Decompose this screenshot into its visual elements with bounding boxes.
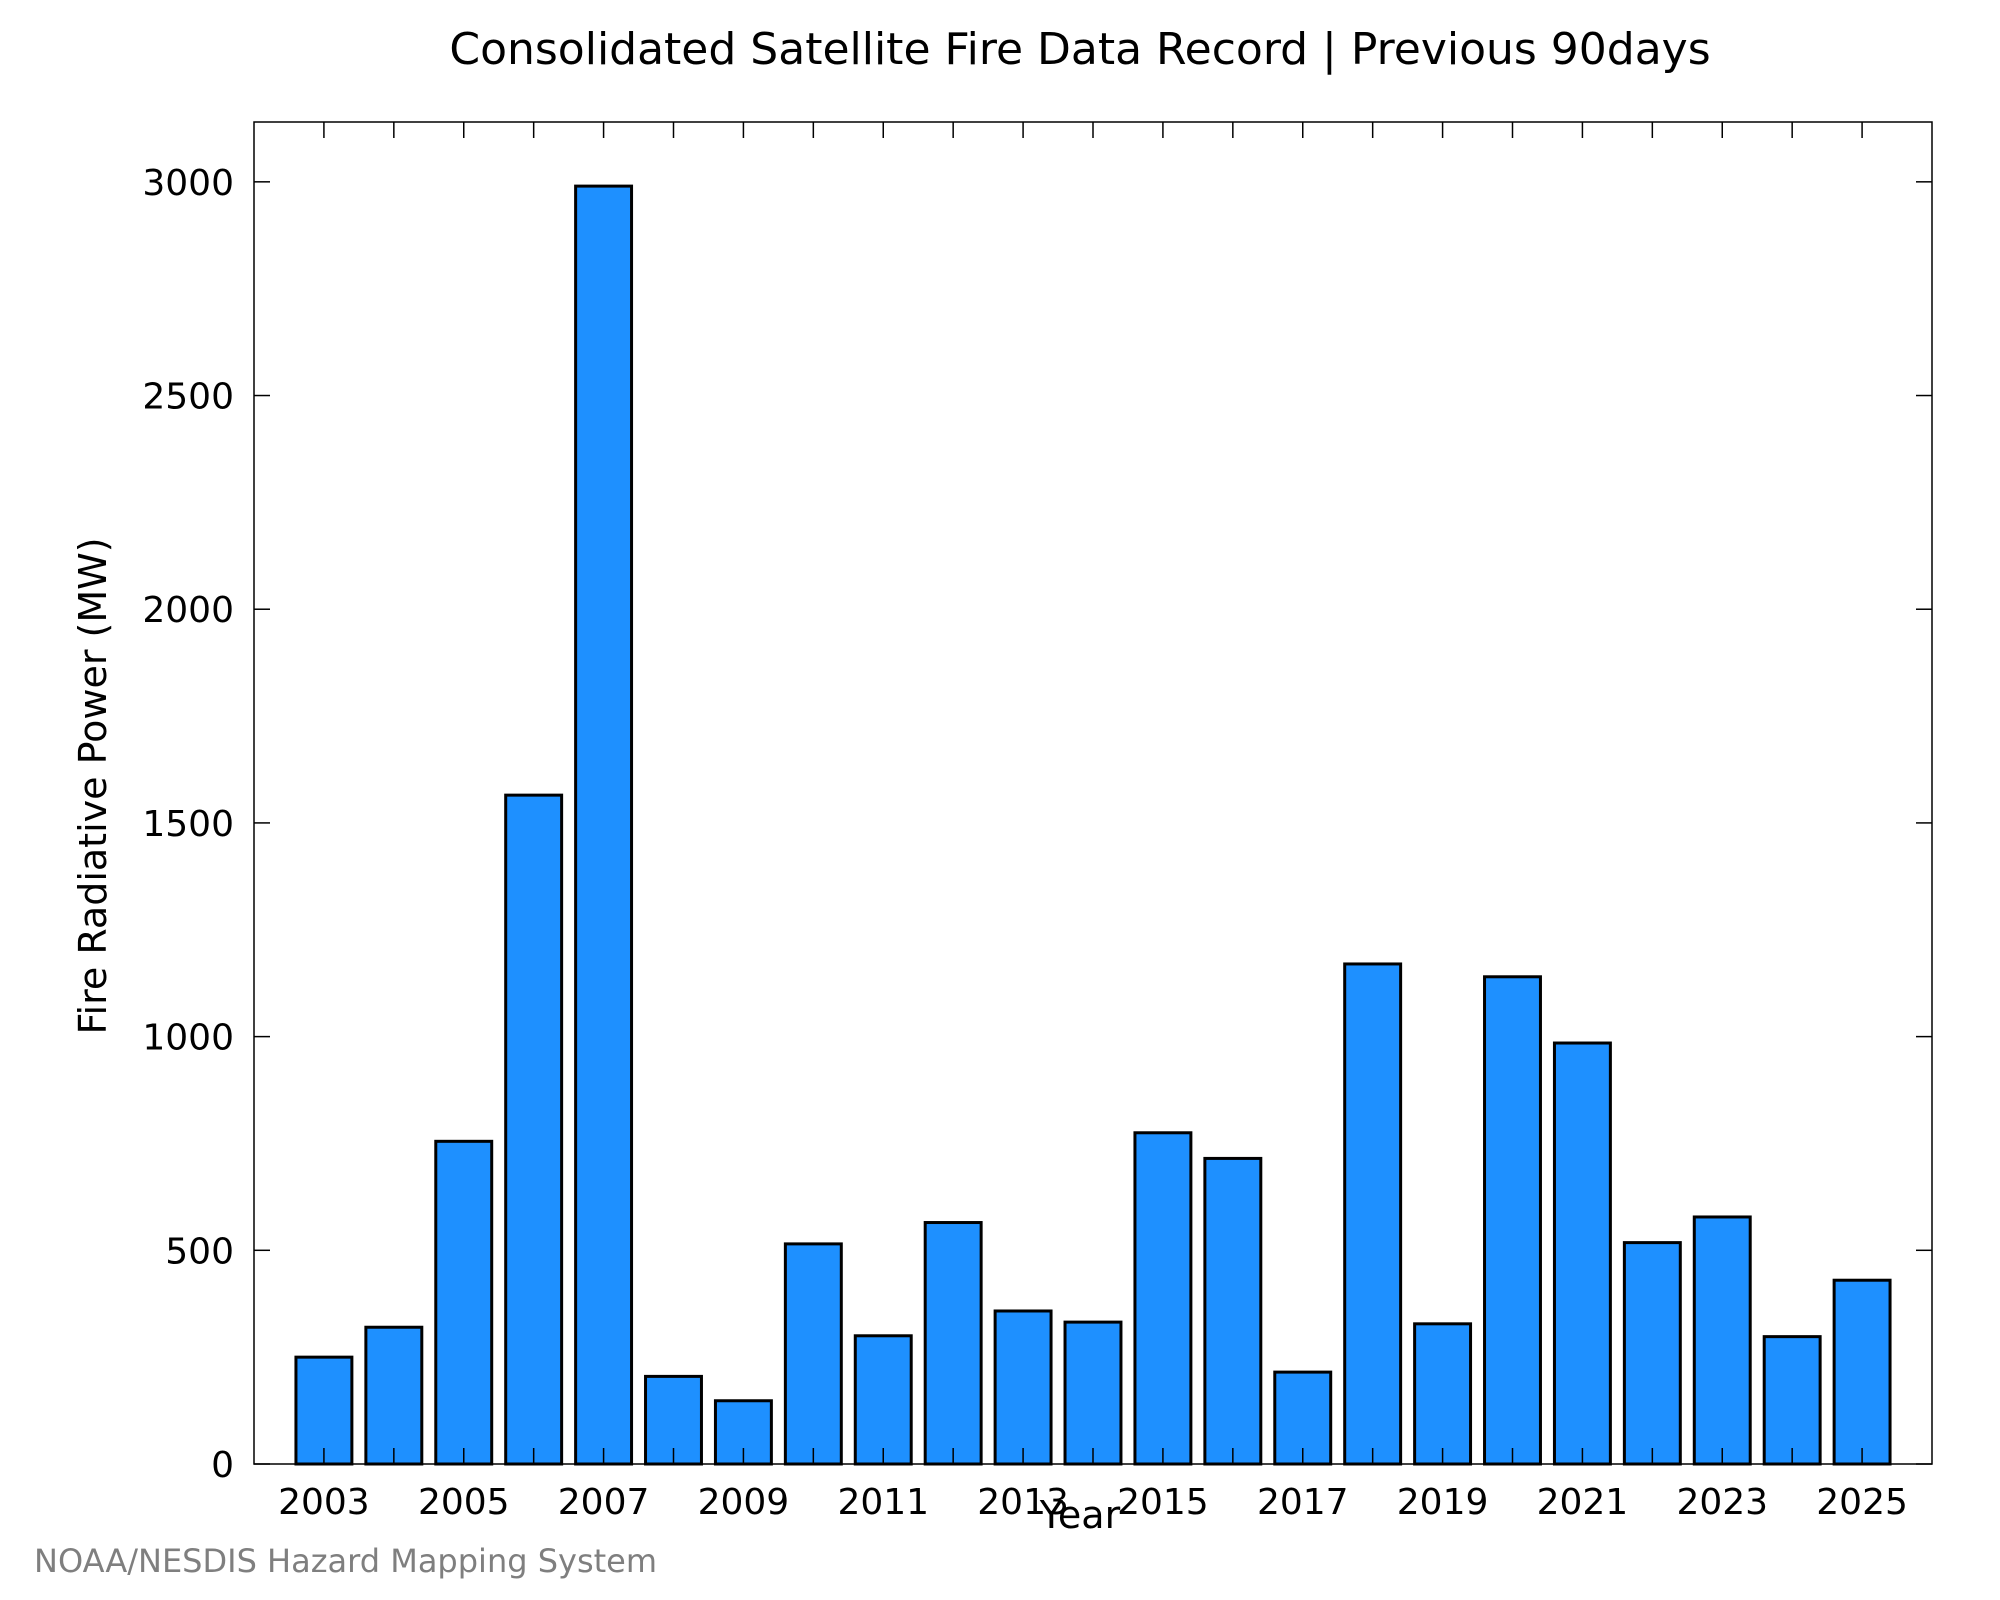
y-axis-label: Fire Radiative Power (MW) — [71, 537, 115, 1034]
bar-2010 — [783, 1242, 843, 1466]
x-tick-label-2011: 2011 — [837, 1482, 929, 1523]
y-tick-label-1500: 1500 — [142, 804, 234, 845]
x-tick-label-2017: 2017 — [1257, 1482, 1349, 1523]
y-tick-label-1000: 1000 — [142, 1018, 234, 1059]
plot-area: 0 500 1000 1500 2000 2500 3000 2003 2005 2007 2009… — [142, 121, 1933, 1523]
bar-2020 — [1483, 975, 1542, 1466]
y-tick-label-2000: 2000 — [142, 590, 234, 631]
axis-tick-labels: 0 500 1000 1500 2000 2500 3000 2003 2005 2007 2009… — [142, 163, 1908, 1523]
y-tick-label-500: 500 — [165, 1231, 234, 1272]
bar-2007 — [574, 184, 634, 1466]
bar-2003 — [294, 1355, 354, 1466]
x-tick-label-2009: 2009 — [698, 1482, 790, 1523]
axis-ticks — [254, 122, 1932, 1465]
bar-2019 — [1413, 1322, 1473, 1466]
y-tick-label-0: 0 — [211, 1445, 234, 1486]
bar-2012 — [923, 1221, 983, 1466]
x-tick-label-2025: 2025 — [1816, 1482, 1908, 1523]
chart-title: Consolidated Satellite Fire Data Record … — [449, 24, 1710, 75]
bar-2025 — [1832, 1278, 1892, 1466]
y-tick-label-2500: 2500 — [142, 377, 234, 418]
bar-2023 — [1692, 1215, 1752, 1466]
bar-2018 — [1343, 962, 1403, 1466]
bar-2005 — [434, 1139, 494, 1466]
bar-2015 — [1133, 1131, 1193, 1466]
bar-series — [294, 184, 1892, 1466]
x-tick-label-2015: 2015 — [1117, 1482, 1209, 1523]
bar-2024 — [1762, 1335, 1822, 1466]
bar-2022 — [1622, 1241, 1682, 1466]
footer-credit: NOAA/NESDIS Hazard Mapping System — [34, 1542, 657, 1580]
bar-2011 — [853, 1334, 913, 1466]
x-tick-label-2007: 2007 — [558, 1482, 650, 1523]
bar-2021 — [1552, 1041, 1612, 1466]
bar-2006 — [504, 793, 564, 1466]
x-tick-label-2021: 2021 — [1537, 1482, 1629, 1523]
x-tick-label-2003: 2003 — [278, 1482, 370, 1523]
x-tick-label-2019: 2019 — [1397, 1482, 1489, 1523]
x-tick-label-2005: 2005 — [418, 1482, 510, 1523]
x-tick-label-2023: 2023 — [1676, 1482, 1768, 1523]
bar-2016 — [1203, 1156, 1263, 1466]
bar-2004 — [364, 1325, 424, 1466]
y-tick-label-3000: 3000 — [142, 163, 234, 204]
x-axis-label: Year — [1039, 1493, 1121, 1537]
bar-2013 — [993, 1309, 1053, 1466]
bar-2014 — [1063, 1320, 1123, 1466]
x-tick-label-2013: 2013 — [977, 1482, 1069, 1523]
